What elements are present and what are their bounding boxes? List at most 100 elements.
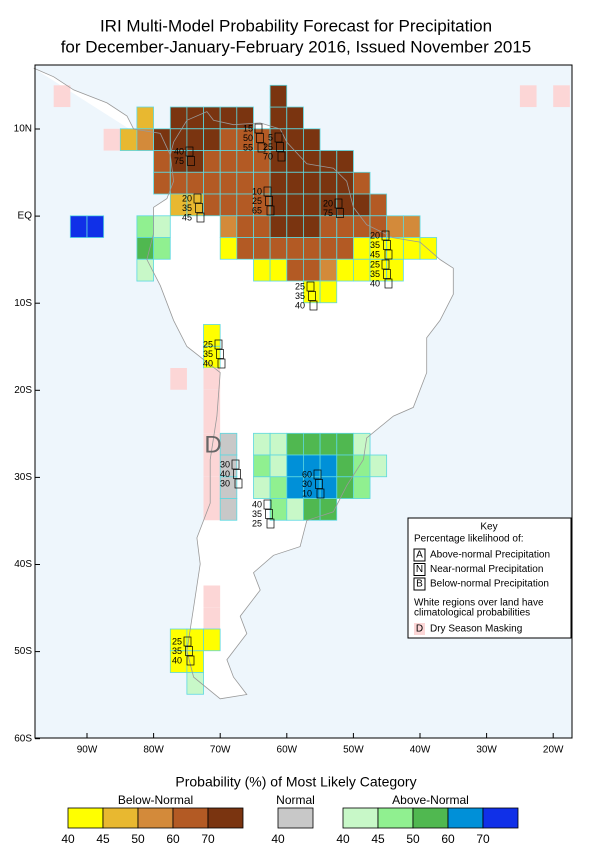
forecast-cell (236, 150, 254, 173)
forecast-cell (352, 193, 371, 217)
map-frame (34, 64, 573, 739)
forecast-cell (286, 215, 304, 238)
annotation-box (381, 230, 390, 241)
annotation-value: 10 (252, 186, 262, 196)
legend-title: Probability (%) of Most Likely Category (175, 774, 416, 790)
forecast-cell (136, 258, 154, 282)
forecast-cell (302, 150, 321, 173)
forecast-cell (286, 432, 304, 456)
forecast-cell (269, 258, 288, 282)
legend-label: 45 (96, 832, 110, 845)
forecast-cell (269, 237, 288, 260)
annotation-value: 40 (174, 146, 184, 156)
lon-label: 50W (343, 745, 364, 756)
annotation-box (263, 186, 272, 197)
forecast-cell (253, 454, 271, 478)
forecast-cell (302, 128, 321, 151)
forecast-cell (136, 215, 154, 238)
forecast-cell (203, 171, 221, 195)
dry-mask-cell (203, 389, 221, 412)
annotation-box (383, 269, 391, 279)
annotation-value: 40 (203, 358, 213, 368)
key-dry-letter: D (416, 624, 423, 635)
forecast-cell (219, 237, 238, 260)
annotation-value: 60 (302, 469, 312, 479)
annotation-value: 35 (182, 203, 192, 213)
forecast-cell (302, 258, 321, 282)
dry-mask-cell (203, 607, 221, 630)
annotation-box (381, 259, 390, 270)
forecast-cell (352, 215, 371, 238)
dry-mask-cell (103, 128, 121, 151)
annotation-box (234, 478, 243, 489)
forecast-cell (153, 237, 171, 260)
forecast-cell (236, 237, 254, 260)
dry-mask-cell (203, 433, 221, 456)
lat-label: 30S (14, 472, 32, 483)
forecast-cell (286, 128, 304, 151)
annotation-value: 40 (370, 278, 380, 288)
key-letter: B (416, 579, 423, 590)
forecast-cell (319, 171, 338, 195)
key-item: Near-normal Precipitation (430, 564, 543, 575)
annotation-box (217, 358, 226, 369)
annotation-box (276, 142, 284, 152)
annotation-box (195, 203, 203, 213)
forecast-cell (269, 215, 288, 238)
forecast-cell (153, 128, 171, 151)
legend-swatch (102, 807, 139, 829)
annotation-box (266, 205, 275, 216)
forecast-cell (219, 432, 238, 456)
lon-label: 70W (210, 745, 231, 756)
annotation-value: 15 (243, 123, 253, 133)
annotation-value: 40 (252, 499, 262, 509)
annotation-box (308, 291, 316, 301)
forecast-cell (253, 237, 271, 260)
annotation-value: 20 (370, 230, 380, 240)
lat-label: 50S (14, 646, 32, 657)
lon-label: 90W (77, 745, 98, 756)
legend-label: 50 (406, 832, 420, 845)
annotation-value: 5 (268, 132, 273, 142)
legend-label: 60 (441, 832, 455, 845)
forecast-cell (286, 171, 304, 195)
legend-swatch (447, 807, 484, 829)
legend-swatch (137, 807, 174, 829)
forecast-cell (203, 128, 221, 151)
annotation-box (257, 142, 266, 153)
forecast-cell (319, 432, 338, 456)
annotation-box (309, 300, 318, 311)
annotation-value: 70 (263, 151, 273, 161)
forecast-cell (286, 150, 304, 173)
key-item: Below-normal Precipitation (430, 579, 549, 590)
forecast-cell (219, 498, 238, 521)
annotation-value: 30 (302, 479, 312, 489)
forecast-cell (219, 128, 238, 151)
annotation-box (306, 281, 315, 292)
forecast-cell (203, 628, 221, 652)
forecast-cell (269, 84, 288, 108)
annotation-value: 25 (370, 259, 380, 269)
key-title: Key (480, 522, 497, 533)
forecast-cell (302, 237, 321, 260)
forecast-cell (352, 476, 371, 499)
annotation-value: 25 (263, 142, 273, 152)
forecast-cell (169, 106, 188, 130)
forecast-cell (302, 171, 321, 195)
dry-mask-cell (170, 368, 187, 390)
forecast-cell (336, 454, 354, 478)
legend-label: 40 (336, 832, 350, 845)
forecast-cell (352, 432, 371, 456)
key-letter-box (413, 563, 426, 576)
legend-swatch (277, 807, 314, 829)
dry-mask-cell (553, 85, 570, 108)
annotation-box (383, 240, 391, 250)
forecast-cell (352, 258, 371, 282)
annotation-value: 35 (370, 269, 380, 279)
forecast-cell (319, 280, 338, 304)
forecast-cell (286, 498, 304, 521)
lon-label: 60W (277, 745, 298, 756)
annotation-value: 40 (172, 655, 182, 665)
forecast-cell (236, 171, 254, 195)
forecast-cell (203, 193, 221, 217)
